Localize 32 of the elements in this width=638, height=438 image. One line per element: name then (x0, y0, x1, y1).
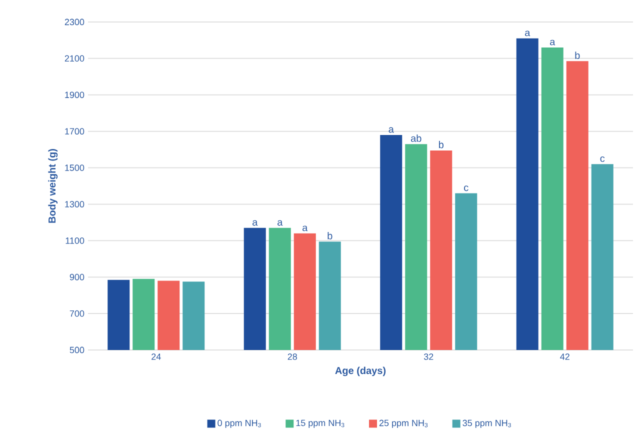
data-label: c (600, 156, 605, 162)
y-tick-label: 2300 (64, 18, 84, 26)
data-label: a (550, 40, 556, 46)
y-tick-label: 1700 (65, 128, 84, 135)
y-tick-label: 1500 (65, 164, 84, 171)
legend-label: 25 ppm NH$_{3}$ (379, 420, 428, 428)
x-tick-label: 28 (288, 354, 297, 360)
legend-label: 0 ppm NH$_{3}$ (218, 420, 261, 428)
data-label: ab (410, 134, 422, 142)
y-tick-label: 1100 (66, 237, 84, 244)
data-label: b (575, 52, 580, 59)
y-tick-label: 2100 (64, 55, 84, 62)
data-label: a (252, 220, 258, 226)
x-tick-label: 32 (424, 354, 434, 360)
x-tick-label: 42 (560, 354, 570, 360)
data-label: c (464, 186, 468, 192)
legend-label: 15 ppm NH$_{3}$ (296, 420, 344, 428)
x-tick-label: 24 (152, 354, 161, 360)
x-axis-title: Age (days) (335, 366, 386, 376)
data-label: a (525, 30, 530, 36)
data-label: b (328, 232, 332, 240)
y-tick-label: 1300 (65, 201, 84, 208)
y-tick-label: 700 (70, 310, 84, 317)
data-label: a (388, 127, 394, 133)
y-tick-label: 1900 (65, 92, 84, 98)
legend-label: 35 ppm NH$_{3}$ (462, 420, 511, 428)
y-tick-label: 900 (70, 274, 84, 280)
data-label: a (278, 220, 283, 226)
data-label: a (302, 226, 308, 232)
data-label: b (438, 140, 444, 148)
y-axis-title: Body weight (g) (48, 148, 58, 223)
y-tick-label: 500 (70, 346, 84, 354)
